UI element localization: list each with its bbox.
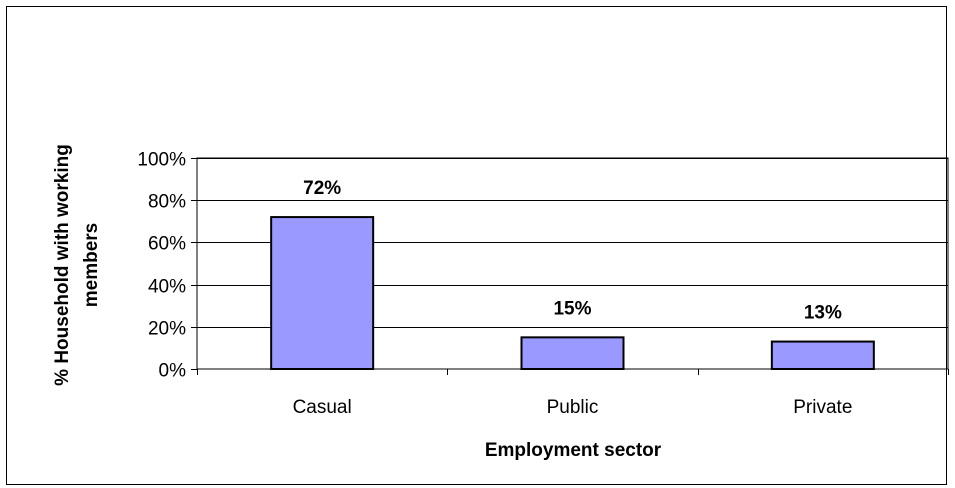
x-tick-label: Private xyxy=(793,397,852,418)
chart-border xyxy=(6,6,947,485)
data-label: 72% xyxy=(303,178,341,199)
x-tick-label: Casual xyxy=(293,397,352,418)
y-tick-labels: 0% 20% 40% 60% 80% 100% xyxy=(137,150,186,382)
bar-private xyxy=(770,340,875,371)
data-label: 13% xyxy=(804,303,842,324)
bar-casual xyxy=(270,216,375,370)
axis-ticks xyxy=(191,158,949,375)
y-tick-label: 60% xyxy=(148,234,186,255)
y-tick-label: 40% xyxy=(148,277,186,298)
x-tick-label: Public xyxy=(547,397,599,418)
bar-public xyxy=(520,336,625,371)
data-label: 15% xyxy=(553,298,591,319)
data-labels: 72% 15% 13% xyxy=(303,178,842,323)
y-axis-label-line-1: % Household with working xyxy=(52,144,73,386)
y-tick-label: 20% xyxy=(148,319,186,340)
y-tick-label: 0% xyxy=(159,361,187,382)
y-tick-label: 100% xyxy=(137,150,186,171)
x-axis-label: Employment sector xyxy=(485,440,662,461)
bars xyxy=(270,216,875,371)
y-tick-label: 80% xyxy=(148,192,186,213)
x-tick-labels: Casual Public Private xyxy=(293,397,853,418)
y-axis-label-line-2: members xyxy=(81,223,102,308)
